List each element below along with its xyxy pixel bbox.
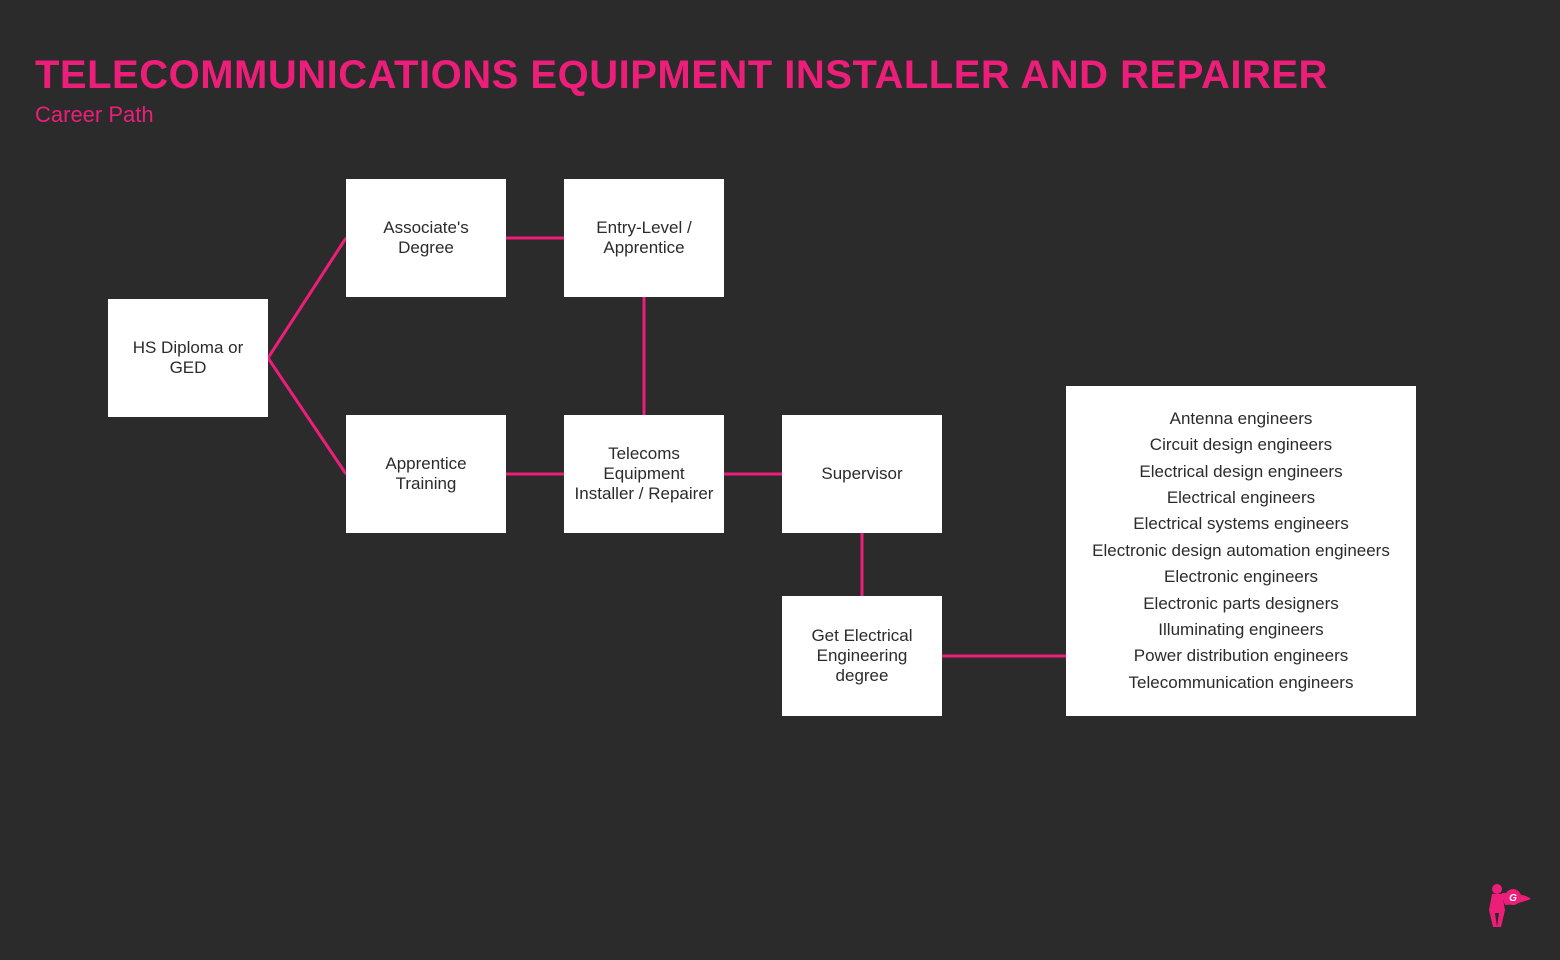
node-hs: HS Diploma or GED	[108, 299, 268, 417]
careers-list-item: Circuit design engineers	[1150, 432, 1332, 458]
svg-text:G: G	[1509, 893, 1517, 904]
brand-logo-icon: G	[1475, 875, 1535, 940]
careers-list-item: Electronic parts designers	[1143, 591, 1339, 617]
node-careers: Antenna engineersCircuit design engineer…	[1066, 386, 1416, 716]
node-installer: Telecoms Equipment Installer / Repairer	[564, 415, 724, 533]
node-entry: Entry-Level / Apprentice	[564, 179, 724, 297]
page-subtitle: Career Path	[35, 102, 154, 128]
careers-list-item: Electrical design engineers	[1139, 459, 1342, 485]
page-title: TELECOMMUNICATIONS EQUIPMENT INSTALLER A…	[35, 53, 1328, 98]
careers-list-item: Antenna engineers	[1170, 406, 1313, 432]
node-apprtrain: Apprentice Training	[346, 415, 506, 533]
node-supervisor: Supervisor	[782, 415, 942, 533]
careers-list-item: Illuminating engineers	[1158, 617, 1323, 643]
careers-list-item: Electronic design automation engineers	[1092, 538, 1390, 564]
careers-list-item: Electrical systems engineers	[1133, 511, 1348, 537]
node-assoc: Associate's Degree	[346, 179, 506, 297]
careers-list-item: Power distribution engineers	[1134, 643, 1349, 669]
careers-list-item: Telecommunication engineers	[1129, 670, 1354, 696]
careers-list-item: Electronic engineers	[1164, 564, 1318, 590]
edge-hs-apprtrain	[268, 358, 346, 474]
careers-list-item: Electrical engineers	[1167, 485, 1315, 511]
node-eedegree: Get Electrical Engineering degree	[782, 596, 942, 716]
edge-hs-assoc	[268, 238, 346, 358]
